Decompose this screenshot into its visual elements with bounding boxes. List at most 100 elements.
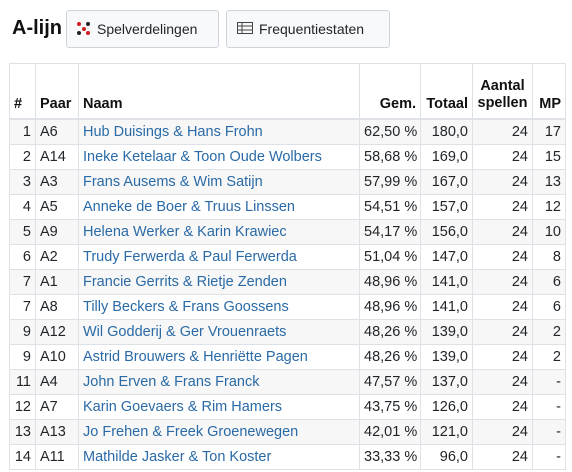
cell-totaal: 157,0: [420, 194, 473, 220]
cell-mp: 17: [532, 118, 566, 145]
cell-mp: -: [532, 444, 566, 470]
pair-name-link[interactable]: Francie Gerrits & Rietje Zenden: [83, 274, 287, 290]
cell-totaal: 180,0: [420, 118, 473, 145]
cell-totaal: 126,0: [420, 394, 473, 420]
cell-paar: A11: [35, 444, 79, 470]
header-gem[interactable]: Gem.: [359, 63, 421, 120]
cell-aantal-spellen: 24: [472, 269, 533, 295]
cell-rank: 13: [9, 419, 36, 445]
table-row: 9 A10 Astrid Brouwers & Henriëtte Pagen 48,…: [9, 344, 566, 370]
cell-rank: 9: [9, 319, 36, 345]
cell-aantal-spellen: 24: [472, 369, 533, 395]
cell-totaal: 169,0: [420, 144, 473, 170]
cell-mp: 2: [532, 344, 566, 370]
table-icon: [237, 21, 253, 37]
cell-rank: 12: [9, 394, 36, 420]
cell-aantal-spellen: 24: [472, 194, 533, 220]
table-row: 1 A6 Hub Duisings & Hans Frohn 62,50 % 180,0…: [9, 118, 566, 145]
cell-aantal-spellen: 24: [472, 444, 533, 470]
cell-aantal-spellen: 24: [472, 344, 533, 370]
cell-aantal-spellen: 24: [472, 294, 533, 320]
cell-gem: 48,96 %: [359, 294, 421, 320]
cell-mp: 6: [532, 269, 566, 295]
cell-mp: -: [532, 369, 566, 395]
pair-name-link[interactable]: Trudy Ferwerda & Paul Ferwerda: [83, 249, 297, 265]
cell-totaal: 139,0: [420, 319, 473, 345]
pair-name-link[interactable]: Frans Ausems & Wim Satijn: [83, 174, 263, 190]
cell-gem: 33,33 %: [359, 444, 421, 470]
header-aantal-spellen[interactable]: Aantal spellen: [472, 63, 533, 120]
cell-paar: A12: [35, 319, 79, 345]
header-totaal[interactable]: Totaal: [420, 63, 473, 120]
cell-totaal: 167,0: [420, 169, 473, 195]
table-row: 6 A2 Trudy Ferwerda & Paul Ferwerda 51,04 %…: [9, 244, 566, 270]
pair-name-link[interactable]: Hub Duisings & Hans Frohn: [83, 124, 263, 140]
cell-aantal-spellen: 24: [472, 169, 533, 195]
cell-rank: 7: [9, 269, 36, 295]
pair-name-link[interactable]: Astrid Brouwers & Henriëtte Pagen: [83, 349, 308, 365]
frequentiestaten-button[interactable]: Frequentiestaten: [226, 10, 390, 48]
cell-aantal-spellen: 24: [472, 244, 533, 270]
cell-gem: 43,75 %: [359, 394, 421, 420]
cell-gem: 48,96 %: [359, 269, 421, 295]
cell-gem: 58,68 %: [359, 144, 421, 170]
cell-totaal: 139,0: [420, 344, 473, 370]
pair-name-link[interactable]: Wil Godderij & Ger Vrouenraets: [83, 324, 287, 340]
table-header-row: # Paar Naam Gem. Totaal Aantal spellen M…: [9, 63, 566, 120]
pair-name-link[interactable]: Helena Werker & Karin Krawiec: [83, 224, 287, 240]
cell-aantal-spellen: 24: [472, 394, 533, 420]
cell-mp: 8: [532, 244, 566, 270]
spelverdelingen-button[interactable]: Spelverdelingen: [66, 10, 219, 48]
cell-rank: 3: [9, 169, 36, 195]
cell-rank: 1: [9, 118, 36, 145]
header-spellen-label: spellen: [477, 95, 528, 111]
cell-naam: Tilly Beckers & Frans Goossens: [78, 294, 360, 320]
pair-name-link[interactable]: Karin Goevaers & Rim Hamers: [83, 399, 283, 415]
table-body: 1 A6 Hub Duisings & Hans Frohn 62,50 % 180,0…: [9, 118, 566, 470]
header-paar[interactable]: Paar: [35, 63, 79, 120]
pair-name-link[interactable]: John Erven & Frans Franck: [83, 374, 260, 390]
cell-rank: 11: [9, 369, 36, 395]
cell-gem: 42,01 %: [359, 419, 421, 445]
pair-name-link[interactable]: Ineke Ketelaar & Toon Oude Wolbers: [83, 149, 322, 165]
cell-mp: 2: [532, 319, 566, 345]
pair-name-link[interactable]: Tilly Beckers & Frans Goossens: [83, 299, 289, 315]
cell-totaal: 137,0: [420, 369, 473, 395]
table-row: 5 A9 Helena Werker & Karin Krawiec 54,17 % 1…: [9, 219, 566, 245]
table-row: 11 A4 John Erven & Frans Franck 47,57 % 137,…: [9, 369, 566, 395]
table-row: 13 A13 Jo Frehen & Freek Groenewegen 42,01 …: [9, 419, 566, 445]
cell-aantal-spellen: 24: [472, 219, 533, 245]
cell-naam: Karin Goevaers & Rim Hamers: [78, 394, 360, 420]
pair-name-link[interactable]: Mathilde Jasker & Ton Koster: [83, 449, 272, 465]
cell-rank: 6: [9, 244, 36, 270]
pair-name-link[interactable]: Anneke de Boer & Truus Linssen: [83, 199, 295, 215]
cell-paar: A2: [35, 244, 79, 270]
header-naam[interactable]: Naam: [78, 63, 360, 120]
cell-naam: Jo Frehen & Freek Groenewegen: [78, 419, 360, 445]
cell-naam: John Erven & Frans Franck: [78, 369, 360, 395]
cell-mp: 15: [532, 144, 566, 170]
table-row: 3 A3 Frans Ausems & Wim Satijn 57,99 % 167,0…: [9, 169, 566, 195]
table-row: 9 A12 Wil Godderij & Ger Vrouenraets 48,26 …: [9, 319, 566, 345]
cell-mp: 13: [532, 169, 566, 195]
cell-naam: Trudy Ferwerda & Paul Ferwerda: [78, 244, 360, 270]
cell-aantal-spellen: 24: [472, 118, 533, 145]
cell-paar: A14: [35, 144, 79, 170]
cell-naam: Ineke Ketelaar & Toon Oude Wolbers: [78, 144, 360, 170]
header-mp[interactable]: MP: [532, 63, 566, 120]
cell-aantal-spellen: 24: [472, 419, 533, 445]
cell-gem: 62,50 %: [359, 118, 421, 145]
pair-name-link[interactable]: Jo Frehen & Freek Groenewegen: [83, 424, 299, 440]
cell-paar: A13: [35, 419, 79, 445]
table-row: 14 A11 Mathilde Jasker & Ton Koster 33,33 %…: [9, 444, 566, 470]
results-table-wrapper: # Paar Naam Gem. Totaal Aantal spellen M…: [9, 63, 566, 470]
header-rank[interactable]: #: [9, 63, 36, 120]
cell-paar: A9: [35, 219, 79, 245]
cell-aantal-spellen: 24: [472, 144, 533, 170]
cell-gem: 48,26 %: [359, 344, 421, 370]
cell-naam: Anneke de Boer & Truus Linssen: [78, 194, 360, 220]
cell-rank: 2: [9, 144, 36, 170]
page-header: A-lijn Spelverdelingen Frequentiestaten: [0, 0, 572, 56]
cell-naam: Wil Godderij & Ger Vrouenraets: [78, 319, 360, 345]
page-title: A-lijn: [12, 17, 62, 39]
